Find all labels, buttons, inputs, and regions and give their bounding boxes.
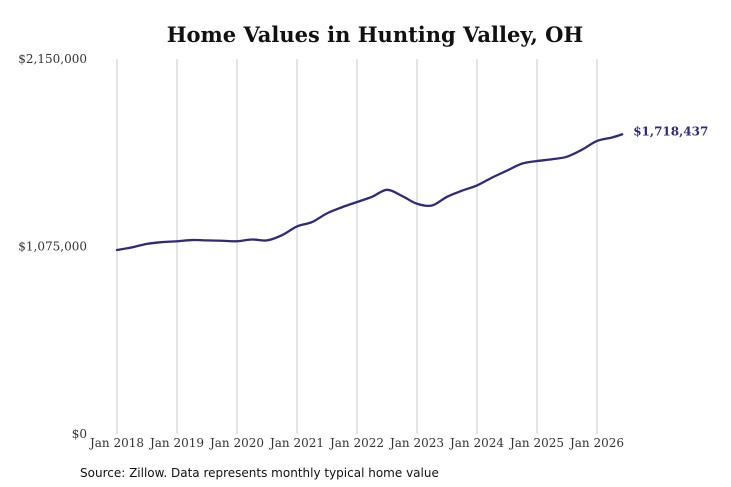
- y-tick-label: $2,150,000: [18, 52, 87, 66]
- source-note: Source: Zillow. Data represents monthly …: [80, 466, 439, 480]
- x-tick-label: Jan 2024: [448, 436, 504, 450]
- x-axis: Jan 2018 Jan 2019 Jan 2020 Jan 2021 Jan 2022…: [88, 436, 624, 450]
- x-tick-label: Jan 2019: [148, 436, 204, 450]
- chart-title: Home Values in Hunting Valley, OH: [167, 22, 584, 47]
- x-tick-label: Jan 2020: [208, 436, 264, 450]
- series: $1,718,437: [115, 124, 708, 252]
- x-tick-label: Jan 2022: [328, 436, 384, 450]
- x-tick-label: Jan 2025: [508, 436, 564, 450]
- y-tick-label: $1,075,000: [18, 240, 87, 254]
- grid: [116, 59, 598, 434]
- series-line: [115, 133, 624, 252]
- y-tick-label: $0: [72, 427, 87, 441]
- x-tick-label: Jan 2023: [388, 436, 444, 450]
- x-tick-label: Jan 2021: [268, 436, 324, 450]
- x-tick-label: Jan 2018: [88, 436, 144, 450]
- end-value-label: $1,718,437: [633, 124, 708, 138]
- y-axis: $0 $1,075,000 $2,150,000: [18, 52, 87, 441]
- x-tick-label: Jan 2026: [568, 436, 624, 450]
